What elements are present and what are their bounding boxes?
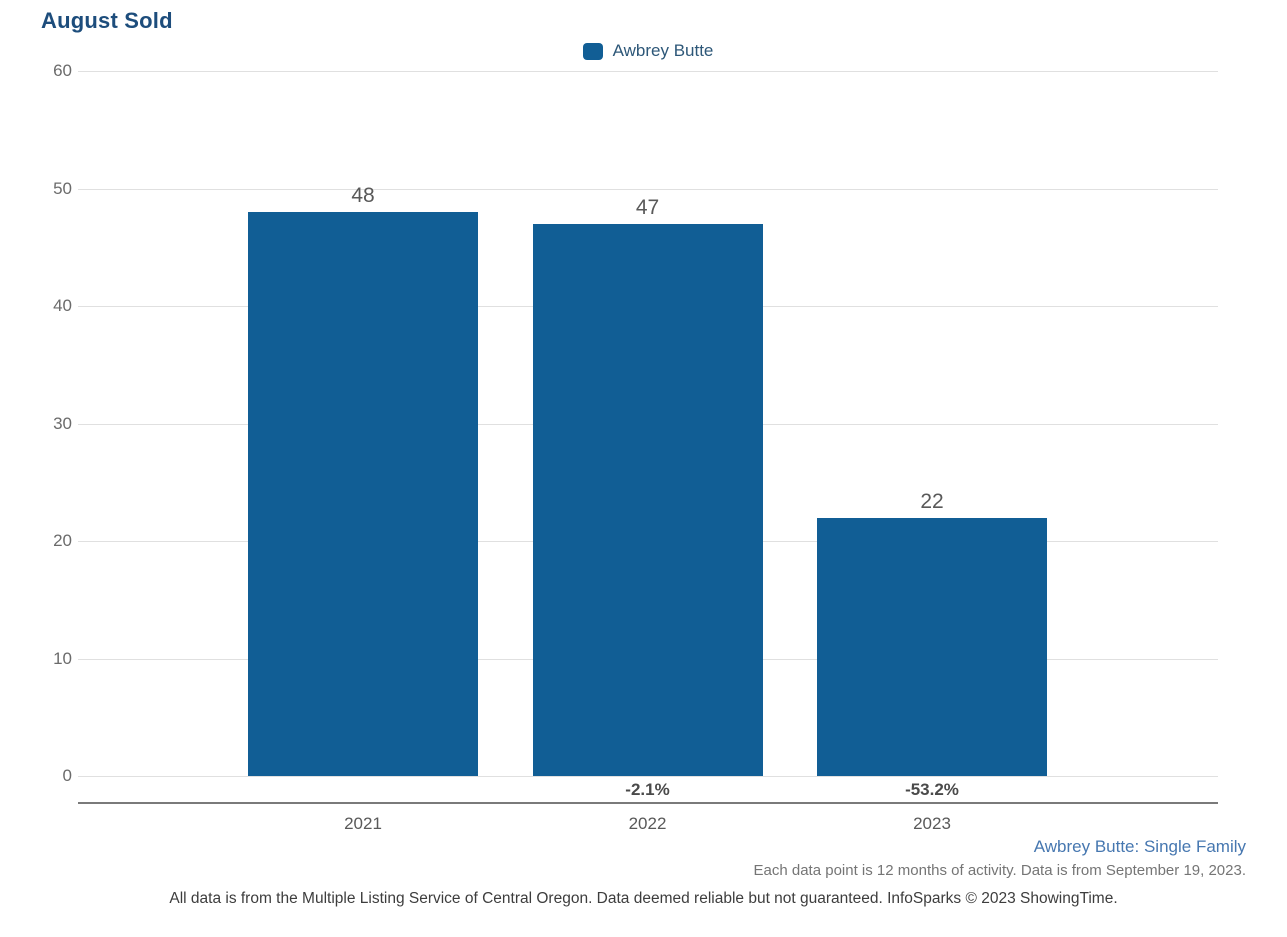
- y-axis-tick-label: 40: [53, 296, 72, 315]
- bar-2023[interactable]: [817, 517, 1047, 776]
- gridline-y-0: [78, 776, 1218, 777]
- chart-title: August Sold: [41, 8, 173, 33]
- footer-series-note: Awbrey Butte: Single Family: [1033, 837, 1246, 856]
- x-axis-category-label-2023: 2023: [913, 814, 951, 833]
- y-axis-tick-label: 20: [53, 531, 72, 550]
- pct-change-label-2023: -53.2%: [905, 780, 959, 799]
- y-axis-tick-label: 0: [62, 766, 72, 785]
- bar-value-label-2022: 47: [635, 195, 660, 219]
- x-axis-category-label-2021: 2021: [344, 814, 382, 833]
- y-axis-tick-label: 50: [53, 178, 72, 198]
- bar-2022[interactable]: [532, 223, 763, 776]
- legend-swatch-icon: [582, 42, 603, 60]
- bar-value-label-2023: 22: [920, 489, 944, 513]
- y-axis-tick-label: 30: [53, 413, 72, 433]
- y-axis-tick-label: 60: [53, 61, 72, 80]
- legend-label: Awbrey Butte: [612, 41, 714, 60]
- x-axis-category-label-2022: 2022: [628, 814, 667, 833]
- gridline-y-60: [78, 71, 1218, 72]
- footer-disclaimer: All data is from the Multiple Listing Se…: [169, 890, 1118, 907]
- bar-2021[interactable]: [248, 212, 478, 776]
- gridline-y-50: [78, 188, 1218, 190]
- y-axis-tick-label: 10: [53, 648, 72, 668]
- x-axis-line: [78, 802, 1218, 804]
- bar-value-label-2021: 48: [351, 184, 375, 207]
- pct-change-label-2022: -2.1%: [625, 780, 670, 799]
- footer-data-note: Each data point is 12 months of activity…: [753, 862, 1246, 879]
- legend-item-awbrey-butte[interactable]: Awbrey Butte: [78, 39, 1218, 63]
